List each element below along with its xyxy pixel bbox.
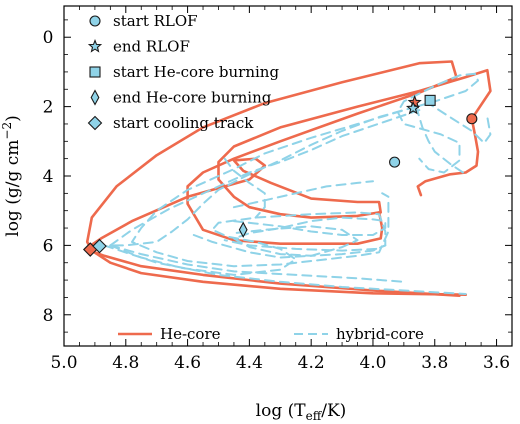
series-hybrid-core-segment-11 [415, 105, 467, 176]
legend-marker-end-rlof [87, 38, 103, 53]
x-tick-label: 4.2 [298, 353, 325, 373]
markers-layer [82, 94, 478, 257]
curves-layer [84, 60, 492, 297]
marker-start-he-core-burning-4 [424, 94, 436, 106]
x-tick-label: 5.0 [50, 353, 77, 373]
x-tick-label: 4.0 [359, 353, 386, 373]
x-tick-label: 4.4 [236, 353, 263, 373]
marker-start-cooling-track-7 [92, 238, 107, 254]
series-hybrid-core-segment-10 [103, 244, 467, 295]
series-he-core-segment-3 [84, 157, 382, 251]
legend-marker-start-he-core-burning [89, 66, 101, 78]
series-he-core-segment-2 [85, 60, 467, 296]
marker-start-rlof-1 [389, 156, 401, 168]
series-hybrid-core-segment-0 [396, 72, 479, 174]
legend-label-end-rlof: end RLOF [113, 38, 190, 56]
series-hybrid-core-segment-6 [192, 225, 359, 259]
y-tick-label: 2 [43, 98, 54, 118]
series-hybrid-core-segment-9 [109, 244, 405, 283]
legend: start RLOF end RLOF start He-core burning e… [87, 12, 424, 343]
legend-label-end-he-core-burning: end He-core burning [113, 89, 272, 107]
x-tick-label: 3.8 [421, 353, 448, 373]
series-he-core-segment-4 [84, 247, 461, 297]
series-hybrid-core-segment-1 [109, 105, 418, 247]
legend-line-label-he-core: He-core [160, 325, 221, 343]
legend-marker-end-he-core-burning [90, 89, 100, 106]
x-axis-label: log (Teff/K) [256, 401, 347, 423]
x-tick-label: 4.8 [112, 353, 139, 373]
legend-line-label-hybrid-core: hybrid-core [336, 325, 424, 343]
marker-start-rlof-0 [466, 113, 478, 125]
series-hybrid-core-segment-12 [424, 100, 492, 144]
legend-marker-start-rlof [89, 15, 101, 27]
x-tick-label: 4.6 [174, 353, 201, 373]
legend-label-start-rlof: start RLOF [113, 12, 198, 30]
legend-label-start-cooling-track: start cooling track [113, 114, 254, 132]
series-hybrid-core-segment-3 [109, 109, 421, 247]
y-tick-label: 0 [43, 28, 54, 48]
ticks-layer: 5.0 4.8 4.6 4.4 4.2 4.0 3.8 3.6 0 2 4 6 8 [43, 6, 513, 373]
y-axis-label: log (g/g cm−2) [0, 115, 23, 236]
marker-end-he-core-burning-5 [238, 221, 248, 238]
y-tick-label: 4 [43, 167, 54, 187]
series-hybrid-core-segment-2 [131, 105, 418, 268]
y-tick-label: 6 [43, 236, 54, 256]
legend-marker-start-cooling-track [87, 115, 103, 131]
y-tick-label: 8 [43, 306, 54, 326]
legend-label-start-he-core-burning: start He-core burning [113, 63, 279, 81]
marker-end-rlof-3 [405, 100, 421, 115]
series-hybrid-core-segment-8 [223, 157, 266, 219]
x-tick-label: 3.6 [483, 353, 510, 373]
series-hybrid-core-segment-7 [232, 180, 374, 209]
series-he-core-segment-0 [416, 117, 480, 197]
